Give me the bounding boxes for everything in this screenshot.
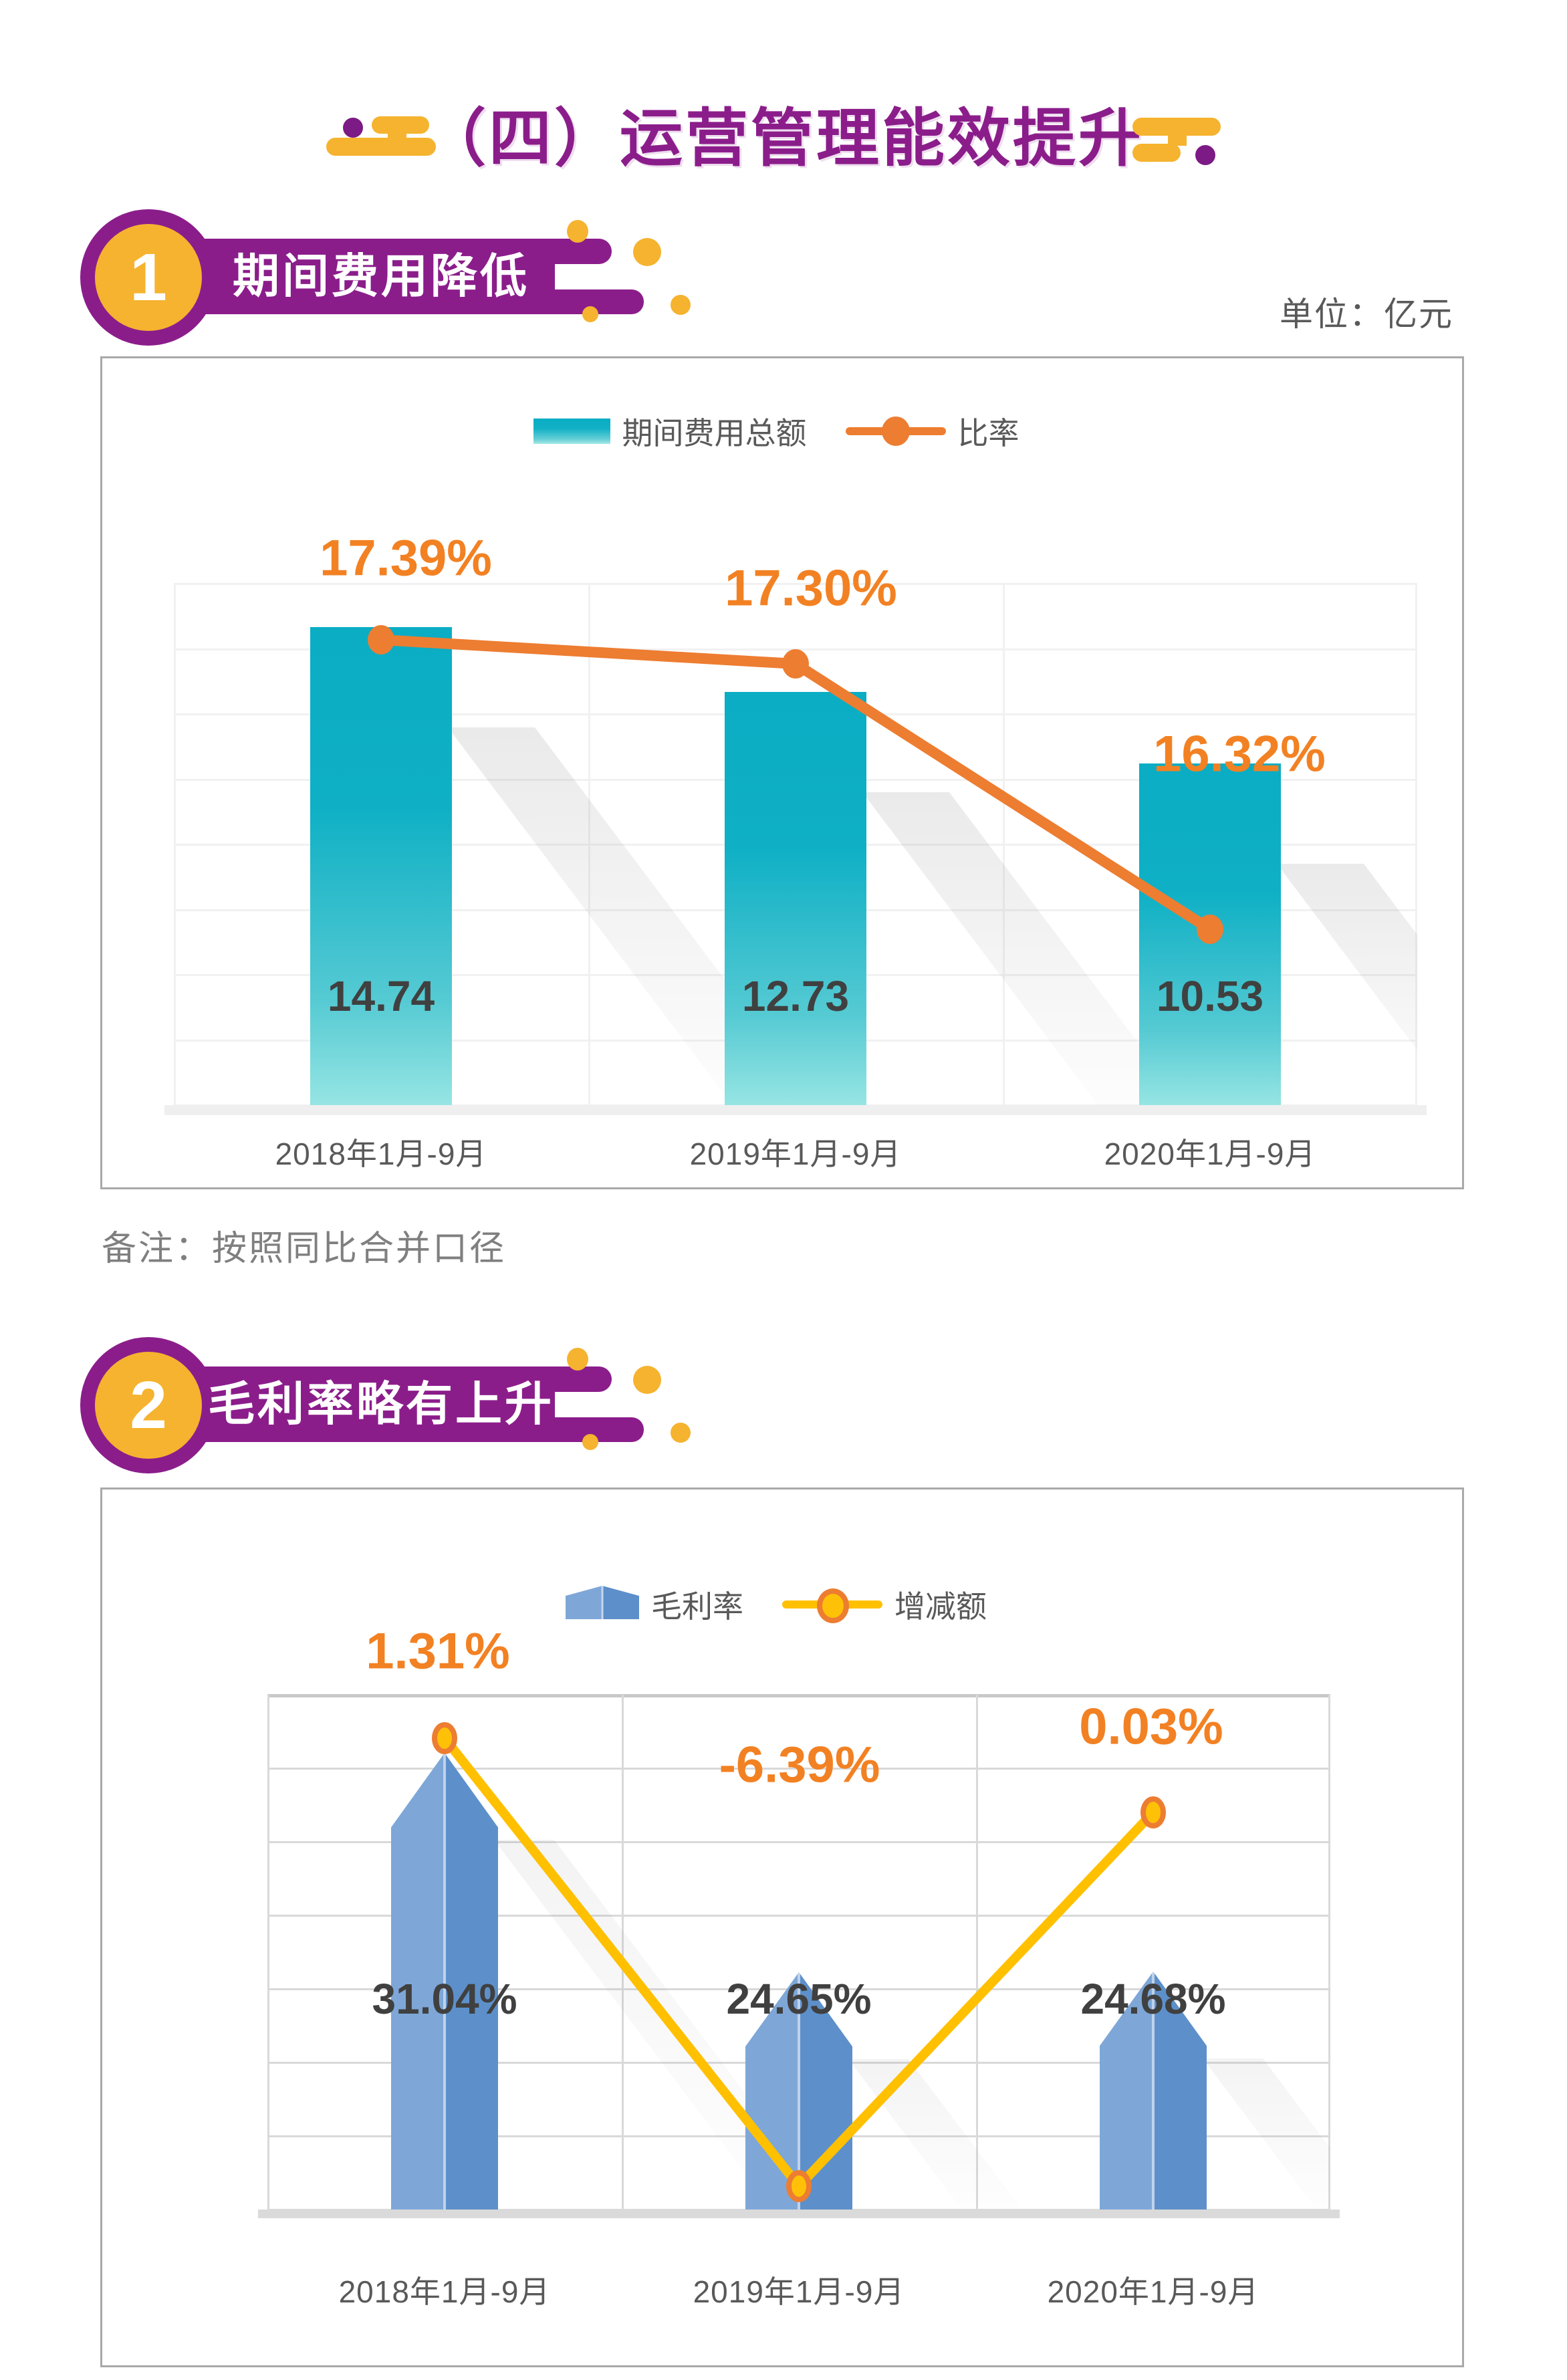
badge-arm <box>548 1366 612 1392</box>
deco-dot-icon <box>1195 145 1215 165</box>
deco-bar-icon <box>1132 144 1181 162</box>
bar <box>725 692 866 1105</box>
legend-label: 毛利率 <box>651 1589 743 1624</box>
deco-dot-icon <box>671 295 691 315</box>
line-marker <box>1197 915 1223 944</box>
line-data-label: 1.31% <box>366 1623 510 1680</box>
chart-note: 备注：按照同比合并口径 <box>102 1229 507 1268</box>
badge-arm <box>548 239 612 264</box>
line-path <box>380 634 1213 934</box>
section-title: 期间费用降低 <box>233 250 529 302</box>
chart-1-legend: 期间费用总额 比率 <box>102 409 1462 453</box>
line-path <box>441 1735 1157 2193</box>
x-axis-label: 2020年1月-9月 <box>1047 2274 1259 2309</box>
deco-dot-icon <box>343 118 363 138</box>
grid-line <box>267 1915 1330 1917</box>
deco-dot-icon <box>567 220 588 243</box>
grid-line <box>1003 584 1005 1105</box>
chart-2-legend: 毛利率 增减额 <box>102 1582 1462 1627</box>
line-series <box>432 1722 1166 2202</box>
chart-1-x-axis: 2018年1月-9月 2019年1月-9月 2020年1月-9月 <box>174 1130 1417 1171</box>
line-data-label: -6.39% <box>719 1736 880 1794</box>
legend-label: 增减额 <box>894 1589 987 1624</box>
line-data-label: 0.03% <box>1079 1698 1223 1756</box>
x-axis-label: 2018年1月-9月 <box>275 1137 487 1171</box>
line-data-label: 16.32% <box>1153 725 1326 783</box>
bar <box>391 1753 498 2210</box>
deco-bar-icon <box>1168 134 1187 146</box>
section-1-badge: 1 期间费用降低 <box>80 209 816 353</box>
unit-label: 单位：亿元 <box>1280 295 1453 333</box>
grid-line <box>267 1694 1330 1697</box>
deco-dot-icon <box>633 1366 661 1394</box>
deco-dot-icon <box>633 238 661 266</box>
grid-line <box>267 1768 1330 1770</box>
legend-marker-icon <box>881 416 910 446</box>
grid-line <box>588 584 590 1105</box>
deco-bar-icon <box>326 138 436 156</box>
line-marker <box>786 2170 812 2202</box>
line-data-label: 17.39% <box>320 529 492 587</box>
bar-value-label: 12.73 <box>741 972 850 1020</box>
legend-line-swatch <box>782 1588 882 1623</box>
section-2-badge: 2 毛利率略有上升 <box>80 1337 816 1481</box>
chart-panel-2: 毛利率 增减额 31.04% 24.65% 24.68% 1.31% -6.39% 0.0… <box>100 1488 1464 2367</box>
chart-1-plot-area: 14.74 12.73 10.53 17.39% 17.30% 16.32% <box>164 530 1427 1115</box>
grid-line <box>267 1841 1330 1843</box>
deco-dot-icon <box>671 1423 691 1443</box>
grid-line <box>1415 584 1417 1105</box>
legend-bar-swatch <box>533 419 610 444</box>
grid-line <box>1328 1695 1330 2210</box>
chart-panel-1: 期间费用总额 比率 14.74 12.73 10.53 17.39% 17.30% 16.… <box>100 356 1464 1189</box>
bar-value-label: 24.65% <box>726 1975 872 2023</box>
legend-line-swatch <box>845 416 946 446</box>
legend-label: 期间费用总额 <box>622 416 807 451</box>
deco-dot-icon <box>567 1348 588 1371</box>
grid-line <box>267 1695 269 2210</box>
section-title: 毛利率略有上升 <box>208 1378 554 1430</box>
line-marker <box>368 625 394 654</box>
line-series <box>368 625 1223 944</box>
legend-bar-swatch <box>566 1586 639 1619</box>
x-axis-label: 2020年1月-9月 <box>1104 1137 1316 1171</box>
grid-line <box>976 1695 978 2210</box>
chart-2-plot-area: 31.04% 24.65% 24.68% 1.31% -6.39% 0.03% <box>258 1623 1340 2218</box>
legend-label: 比率 <box>957 416 1019 451</box>
legend-marker-icon <box>817 1588 849 1623</box>
line-data-label: 17.30% <box>725 560 897 617</box>
bar-value-label: 14.74 <box>327 972 435 1020</box>
grid-line <box>174 584 176 1105</box>
x-axis-label: 2019年1月-9月 <box>693 2274 905 2309</box>
bar <box>310 627 452 1105</box>
bar-value-label: 10.53 <box>1156 972 1264 1020</box>
x-axis-label: 2019年1月-9月 <box>689 1137 902 1171</box>
section-number-badge: 1 <box>80 209 217 346</box>
grid-line <box>174 583 1417 585</box>
deco-dot-icon <box>582 1434 598 1450</box>
deco-dot-icon <box>582 306 598 322</box>
axis-baseline <box>258 2210 1340 2218</box>
chart-2-x-axis: 2018年1月-9月 2019年1月-9月 2020年1月-9月 <box>267 2268 1330 2309</box>
line-marker <box>1140 1796 1166 1828</box>
section-number-badge: 2 <box>80 1337 217 1473</box>
bar-value-label: 31.04% <box>372 1975 517 2023</box>
deco-bar-icon <box>1132 118 1221 136</box>
axis-baseline <box>164 1105 1427 1115</box>
grid-line <box>622 1695 624 2210</box>
line-marker <box>782 649 809 679</box>
bar-value-label: 24.68% <box>1080 1975 1226 2023</box>
line-marker <box>432 1722 457 1754</box>
page-title: （四）运营管理能效提升 <box>423 103 1144 173</box>
x-axis-label: 2018年1月-9月 <box>338 2274 551 2309</box>
